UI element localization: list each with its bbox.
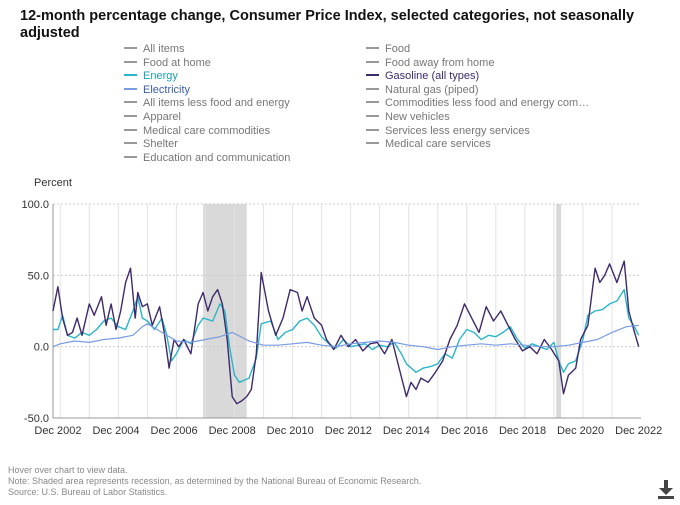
x-tick-label: Dec 2012	[325, 425, 372, 437]
legend-label: Education and communication	[143, 151, 291, 164]
x-tick-label: Dec 2010	[267, 425, 314, 437]
legend-item-medical-care-services[interactable]: Medical care services	[366, 138, 491, 152]
legend-item-commodities-less-food-and-energy-com[interactable]: Commodities less food and energy com…	[366, 97, 589, 111]
x-tick-label: Dec 2002	[34, 425, 81, 437]
x-tick-label: Dec 2004	[92, 425, 139, 437]
legend-swatch	[124, 101, 137, 104]
legend-label: All items less food and energy	[143, 97, 290, 110]
y-tick-label: -50.0	[24, 413, 49, 425]
series-line-electricity	[52, 323, 639, 351]
legend-swatch	[366, 47, 379, 50]
x-tick-label: Dec 2016	[441, 425, 488, 437]
download-icon[interactable]	[655, 478, 677, 500]
legend-swatch	[124, 60, 137, 63]
legend-label: Commodities less food and energy com…	[385, 97, 590, 110]
legend-label: Apparel	[143, 111, 181, 124]
legend-item-apparel[interactable]: Apparel	[124, 111, 181, 125]
legend-swatch	[366, 101, 379, 104]
legend-label: All items	[143, 43, 185, 56]
legend-item-food-away-from-home[interactable]: Food away from home	[366, 57, 494, 71]
legend-item-electricity[interactable]: Electricity	[124, 84, 190, 98]
legend-label: Natural gas (piped)	[385, 83, 479, 96]
x-tick-label: Dec 2022	[615, 425, 662, 437]
legend-label: Gasoline (all types)	[385, 70, 480, 83]
y-tick-label: 100.0	[21, 199, 49, 211]
legend-swatch	[124, 115, 137, 118]
legend-item-energy[interactable]: Energy	[124, 70, 178, 84]
chart-title: 12-month percentage change, Consumer Pri…	[20, 8, 635, 41]
legend-item-shelter[interactable]: Shelter	[124, 138, 178, 152]
legend-swatch	[124, 128, 137, 131]
source-note: Source: U.S. Bureau of Labor Statistics.	[8, 487, 168, 497]
legend-label: Food	[385, 43, 411, 56]
legend-item-food-at-home[interactable]: Food at home	[124, 57, 211, 71]
chart-notes: Hover over chart to view data. Note: Sha…	[8, 465, 421, 498]
y-tick-label: 50.0	[28, 270, 49, 282]
legend-item-natural-gas-piped[interactable]: Natural gas (piped)	[366, 84, 479, 98]
legend-swatch	[124, 87, 137, 90]
legend-label: Energy	[143, 70, 178, 83]
legend-swatch	[124, 74, 137, 77]
legend-label: Medical care services	[385, 138, 491, 151]
legend-item-food[interactable]: Food	[366, 43, 410, 57]
legend-item-gasoline-all-types[interactable]: Gasoline (all types)	[366, 70, 479, 84]
legend-item-medical-care-commodities[interactable]: Medical care commodities	[124, 125, 270, 139]
y-tick-label: 0.0	[34, 342, 49, 354]
legend-item-services-less-energy-services[interactable]: Services less energy services	[366, 125, 530, 139]
legend-label: New vehicles	[385, 111, 450, 124]
legend-label: Food at home	[143, 56, 211, 69]
legend-item-education-and-communication[interactable]: Education and communication	[124, 152, 290, 166]
series-line-gasoline-all-types	[52, 260, 640, 405]
x-tick-label: Dec 2020	[557, 425, 604, 437]
x-tick-label: Dec 2018	[499, 425, 546, 437]
legend-swatch	[124, 47, 137, 50]
hover-note: Hover over chart to view data.	[8, 465, 128, 475]
legend-swatch	[366, 128, 379, 131]
legend-swatch	[366, 87, 379, 90]
legend-swatch	[366, 142, 379, 145]
x-tick-label: Dec 2014	[383, 425, 430, 437]
x-tick-label: Dec 2008	[209, 425, 256, 437]
recession-note: Note: Shaded area represents recession, …	[8, 476, 422, 486]
legend-swatch	[366, 60, 379, 63]
legend-swatch	[366, 74, 379, 77]
x-tick-label: Dec 2006	[151, 425, 198, 437]
legend-item-new-vehicles[interactable]: New vehicles	[366, 111, 450, 125]
legend-item-all-items-less-food-and-energy[interactable]: All items less food and energy	[124, 97, 290, 111]
y-axis-label: Percent	[34, 177, 72, 189]
legend-swatch	[366, 115, 379, 118]
legend-label: Shelter	[143, 138, 178, 151]
legend-label: Electricity	[143, 83, 191, 96]
legend-label: Services less energy services	[385, 124, 530, 137]
legend-swatch	[124, 142, 137, 145]
legend-label: Food away from home	[385, 56, 495, 69]
series-line-energy	[53, 288, 640, 383]
legend-label: Medical care commodities	[143, 124, 271, 137]
legend-item-all-items[interactable]: All items	[124, 43, 185, 57]
legend-swatch	[124, 155, 137, 158]
recession-band	[556, 204, 562, 418]
